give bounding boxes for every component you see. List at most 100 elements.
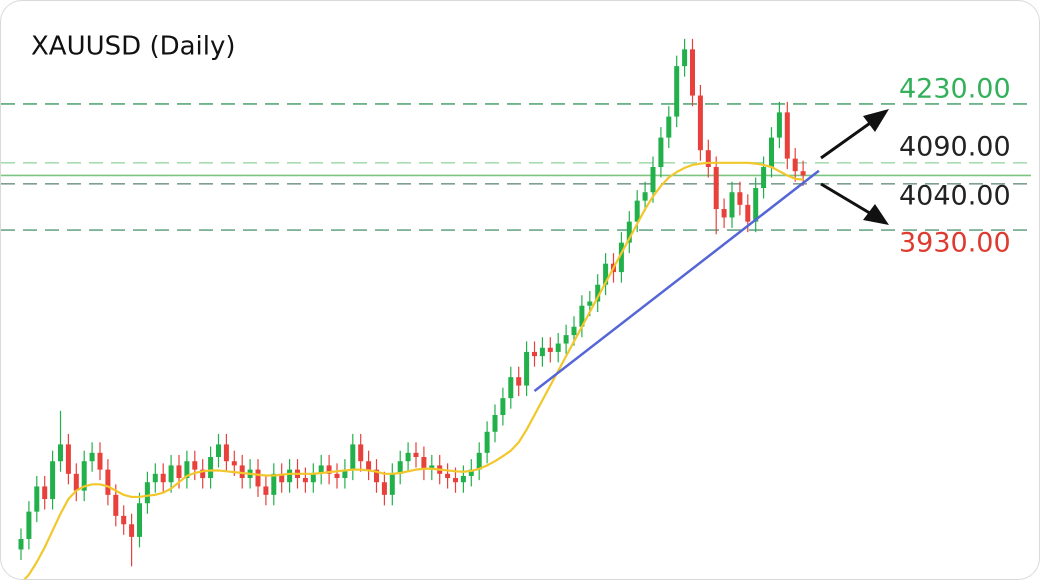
candle-body	[65, 444, 71, 474]
candle-body	[358, 444, 364, 462]
candle-body	[737, 192, 743, 205]
candle-body	[279, 473, 285, 483]
candle-body	[445, 473, 451, 479]
plot	[18, 38, 820, 579]
candle-body	[121, 515, 127, 525]
candle-body	[216, 444, 221, 458]
candle-body	[334, 473, 340, 479]
candle-body	[152, 473, 158, 483]
candle-body	[50, 461, 56, 500]
candle-body	[73, 473, 79, 491]
candle-body	[453, 478, 458, 483]
candle-body	[476, 452, 482, 470]
candle-body	[800, 171, 806, 176]
candle-body	[524, 351, 530, 386]
candle-body	[176, 465, 182, 479]
level-label: 3930.00	[899, 228, 1011, 259]
candle-body	[389, 473, 395, 495]
candle-body	[374, 469, 379, 483]
arrow-down-head	[863, 204, 889, 225]
candle-body	[58, 444, 63, 462]
candle-body	[223, 444, 229, 462]
candle-body	[721, 209, 727, 218]
candle-body	[405, 452, 411, 462]
candle-body	[674, 66, 680, 117]
candle-body	[342, 469, 348, 479]
candle-body	[113, 494, 119, 516]
candle-body	[500, 398, 506, 415]
candle-body	[184, 461, 190, 479]
candle-body	[460, 475, 466, 483]
candle-body	[89, 452, 95, 462]
candle-body	[776, 112, 782, 138]
candle-body	[626, 221, 632, 243]
candle-body	[532, 351, 537, 357]
candle-body	[508, 377, 514, 399]
candle-body	[271, 473, 277, 495]
candle-body	[129, 524, 135, 537]
candle-body	[595, 284, 601, 302]
candle-body	[397, 461, 403, 474]
candle-body	[484, 431, 490, 453]
candle-body	[413, 452, 419, 458]
arrow-up-head	[863, 109, 889, 132]
candle-body	[761, 167, 767, 189]
candle-body	[42, 486, 48, 500]
candle-body	[753, 188, 759, 222]
arrow-up	[820, 119, 874, 160]
candle-body	[705, 150, 711, 168]
candle-body	[381, 482, 387, 495]
candle-body	[318, 465, 324, 474]
trendline	[533, 169, 820, 393]
candle-body	[792, 158, 798, 172]
candle-body	[263, 486, 269, 495]
candle-body	[634, 200, 640, 222]
candle-body	[97, 452, 103, 470]
candle-body	[492, 414, 498, 432]
candle-body	[208, 457, 214, 479]
candle-body	[168, 465, 174, 483]
candle-body	[302, 478, 308, 483]
arrow-down	[820, 182, 874, 217]
level-label: 4230.00	[899, 73, 1011, 104]
candle-body	[231, 461, 237, 466]
candle-body	[310, 473, 316, 483]
arrows	[820, 109, 889, 225]
candle-body	[192, 461, 198, 470]
candle-body	[563, 335, 569, 344]
level-label: 4090.00	[899, 131, 1011, 162]
candle-body	[784, 112, 790, 159]
candle-body	[137, 503, 142, 537]
candle-body	[682, 49, 688, 67]
candle-body	[713, 167, 719, 210]
candle-body	[81, 461, 87, 491]
candle-body	[658, 137, 664, 168]
candle-body	[160, 473, 166, 483]
candle-body	[350, 444, 356, 470]
candle-body	[105, 469, 111, 495]
level-label: 4040.00	[899, 180, 1011, 211]
candle-body	[690, 49, 695, 96]
candle-body	[618, 242, 624, 273]
candle-body	[745, 204, 751, 222]
candle-body	[769, 137, 774, 168]
candle-body	[34, 486, 40, 512]
candle-body	[666, 116, 672, 138]
levels: 4230.00 4090.00 4040.00 3930.00	[1, 73, 1031, 259]
candle-body	[366, 461, 372, 470]
candle-body	[429, 465, 435, 470]
candle-body	[239, 465, 245, 479]
candle-body	[603, 263, 609, 285]
candle-body	[255, 469, 261, 487]
candle-body	[26, 511, 32, 539]
candle-body	[144, 482, 150, 504]
candle-body	[729, 192, 735, 218]
candle-body	[516, 377, 522, 386]
candle-body	[200, 469, 206, 479]
candle-body	[287, 469, 293, 483]
moving-average	[23, 161, 804, 579]
candle-body	[587, 301, 593, 306]
candle-body	[555, 343, 561, 352]
